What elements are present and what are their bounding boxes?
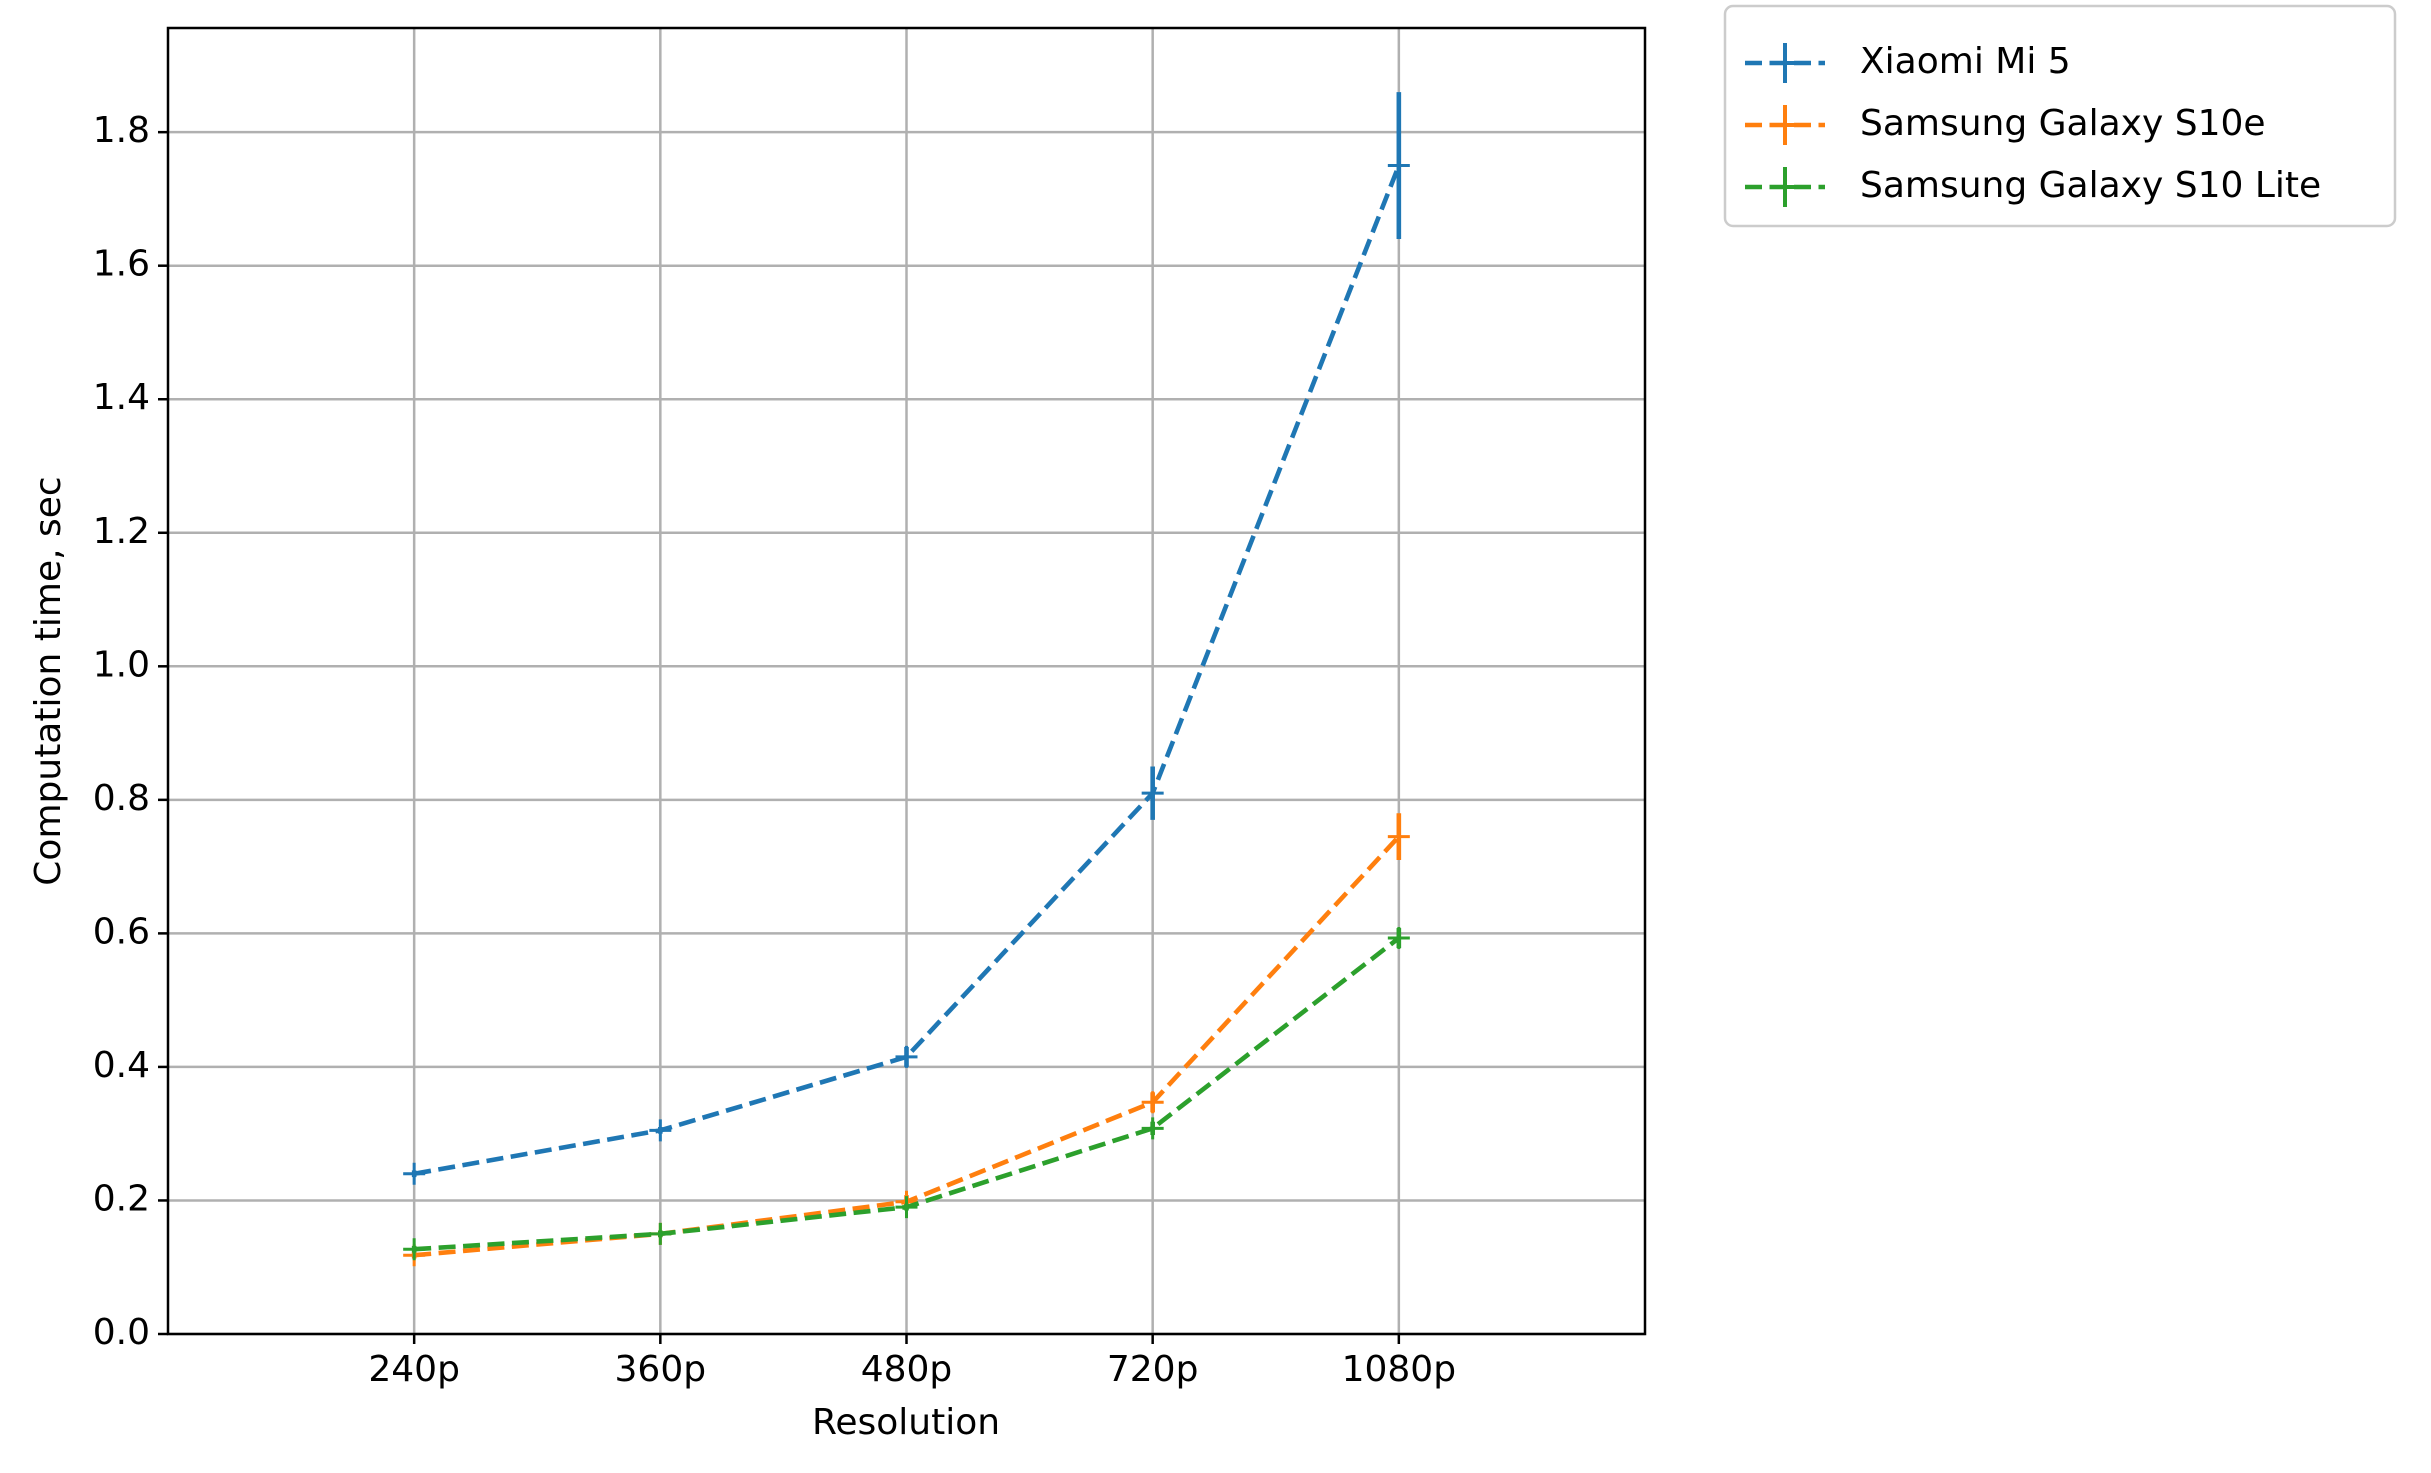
marker [1387,154,1410,177]
y-axis-label: Computation time, sec [28,476,69,885]
y-tick-label: 1.0 [93,644,150,685]
y-tick-label: 0.4 [93,1045,150,1086]
x-tick-label: 240p [368,1349,460,1390]
x-tick-label: 480p [861,1349,953,1390]
legend-label: Xiaomi Mi 5 [1860,41,2071,82]
legend [1723,4,2397,228]
y-tick-label: 1.6 [93,244,150,285]
legend-marker [1774,167,1796,207]
y-tick-label: 1.2 [93,511,150,552]
plot-area [403,92,1410,1267]
x-tick-label: 720p [1107,1349,1199,1390]
y-tick-label: 0.2 [93,1178,150,1219]
x-tick-label: 1080p [1342,1349,1456,1390]
legend-marker [1774,105,1796,145]
x-axis-label: Resolution [812,1402,1000,1443]
marker [403,1162,426,1185]
marker [403,1238,426,1261]
x-tick-label: 360p [615,1349,707,1390]
marker [1141,1117,1164,1140]
marker [1387,825,1410,848]
grid [168,28,1645,1336]
legend-entries: Xiaomi Mi 5 Samsung Galaxy S10e Samsung Ga… [1745,41,2321,207]
y-tick-label: 0.6 [93,911,150,952]
marker [1141,1091,1164,1114]
legend-marker [1774,43,1796,83]
legend-label: Samsung Galaxy S10 Lite [1860,165,2321,206]
marker [1387,927,1410,950]
marker [649,1222,672,1245]
marker [895,1045,918,1068]
legend-label: Samsung Galaxy S10e [1860,103,2266,144]
y-tick-label: 1.8 [93,110,150,151]
marker [1141,782,1164,805]
marker [895,1196,918,1219]
y-tick-label: 0.0 [93,1312,150,1353]
marker [649,1119,672,1142]
y-tick-label: 0.8 [93,778,150,819]
y-tick-label: 1.4 [93,377,150,418]
